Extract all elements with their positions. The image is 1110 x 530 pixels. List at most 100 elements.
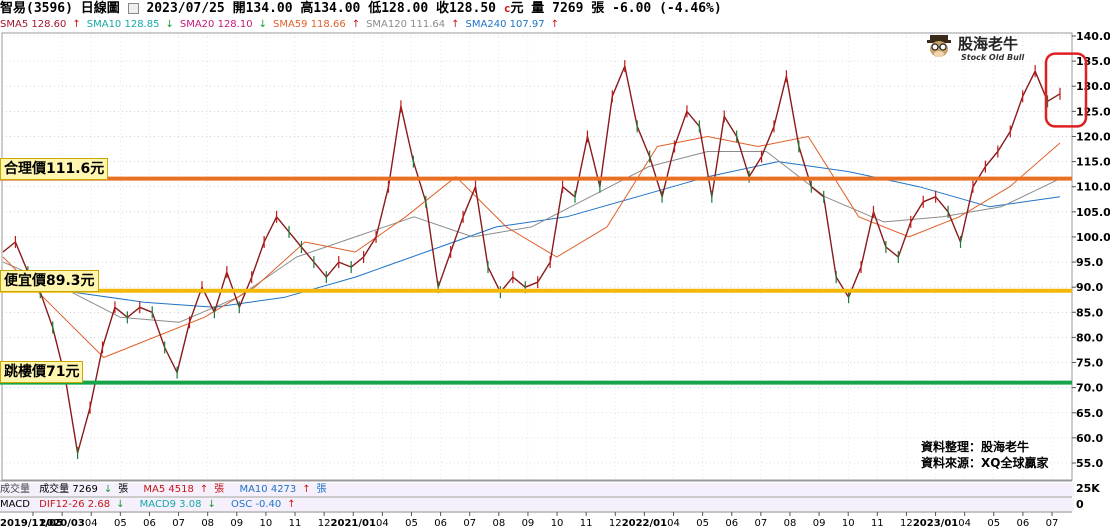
sma-legend-item: SMA5 128.60 ↑ — [0, 19, 81, 30]
credit-organizer: 資料整理：股海老牛 — [921, 440, 1030, 454]
volume-legend-unit: 張 — [118, 484, 129, 495]
currency-icon: c — [503, 2, 511, 15]
macd-dif-arrow-icon: ↓ — [116, 499, 125, 510]
volume-panel-label: 成交量 — [0, 484, 30, 495]
macd-legend: MACD DIF12-26 2.68 ↓ MACD9 3.08 ↓ OSC -0.4… — [0, 498, 1074, 511]
volume-ma5-arrow-icon: ↑ — [199, 484, 209, 495]
x-tick-label: 08 — [201, 518, 214, 529]
x-tick-label: 07 — [754, 518, 767, 529]
sma-legend: SMA5 128.60 ↑ SMA10 128.85 ↓ SMA20 128.10 ↓ SM… — [0, 18, 1074, 32]
x-tick-label: 11 — [289, 518, 302, 529]
y-tick-label: 110.0 — [1076, 181, 1110, 194]
sma-legend-value: SMA59 118.66 — [272, 19, 346, 30]
sma-legend-value: SMA5 128.60 — [0, 19, 67, 30]
sma-legend-item: SMA20 128.10 ↓ — [180, 19, 267, 30]
moving-average-line — [2, 136, 1061, 358]
y-tick-label: 105.0 — [1076, 206, 1110, 219]
y-tick-label: 80.0 — [1076, 331, 1103, 344]
macd-signal: MACD9 3.08 ↓ — [140, 499, 222, 510]
x-tick-label: 07 — [463, 518, 476, 529]
x-tick-label: 05 — [696, 518, 709, 529]
sma-legend-item: SMA120 111.64 ↑ — [366, 19, 459, 30]
y-tick-label: 60.0 — [1076, 432, 1103, 445]
y-tick-label: 85.0 — [1076, 306, 1103, 319]
quote-date: 2023/07/25 — [146, 1, 225, 16]
x-tick-label: 04 — [376, 518, 389, 529]
macd-signal-value: MACD9 3.08 — [139, 499, 202, 510]
sma-legend-item: SMA240 107.97 ↑ — [466, 19, 559, 30]
x-tick-label: 12 — [900, 518, 913, 529]
x-tick-label: 12 — [318, 518, 331, 529]
x-tick-label: 07 — [172, 518, 185, 529]
bull-icon — [927, 35, 951, 57]
arrow-down-icon: ↓ — [258, 19, 267, 30]
x-tick-label: 10 — [551, 518, 564, 529]
x-tick-label: 2022/01 — [622, 518, 667, 529]
sma-legend-value: SMA20 128.10 — [179, 19, 253, 30]
change-value: -6.00 (-4.46%) — [612, 1, 722, 16]
open-label: 開 — [232, 1, 246, 16]
x-tick-label: 2023/01 — [913, 518, 958, 529]
volume-ma10-arrow-icon: ↑ — [302, 484, 311, 495]
x-tick-label: 12 — [609, 518, 622, 529]
macd-osc-value: OSC -0.40 — [231, 499, 282, 510]
arrow-up-icon: ↑ — [550, 19, 560, 30]
volume-ma5: MA5 4518 ↑ 張 — [143, 484, 230, 495]
volume-unit: 張 — [591, 1, 605, 16]
y-tick-label: 140.0 — [1076, 30, 1110, 43]
x-tick-label: 09 — [522, 518, 535, 529]
arrow-up-icon: ↑ — [351, 19, 361, 30]
x-tick-label: 10 — [260, 518, 273, 529]
x-tick-label: 04 — [85, 518, 98, 529]
volume-ma5-unit: 張 — [214, 484, 225, 495]
volume-label: 量 — [531, 1, 545, 16]
volume-legend-value: 成交量 7269 — [39, 484, 98, 495]
macd-signal-arrow-icon: ↓ — [207, 499, 216, 510]
price-line — [2, 65, 1061, 454]
low-label: 低 — [368, 1, 382, 16]
x-tick-label: 09 — [230, 518, 243, 529]
y-tick-label: 130.0 — [1076, 80, 1110, 93]
credit-source: 資料來源：XQ全球贏家 — [921, 456, 1049, 470]
x-tick-label: 2019/11/05 — [0, 518, 63, 529]
arrow-up-icon: ↑ — [451, 19, 460, 30]
period: 日線圖 — [80, 1, 120, 16]
high-label: 高 — [300, 1, 314, 16]
macd-axis-label: 0 — [1076, 498, 1084, 511]
y-tick-label: 115.0 — [1076, 156, 1110, 169]
y-tick-label: 65.0 — [1076, 407, 1103, 420]
currency-unit: 元 — [510, 1, 524, 16]
volume-legend: 成交量 成交量 7269 ↓ 張 MA5 4518 ↑ 張 MA10 4273 ↑ 張 — [0, 483, 1074, 496]
x-tick-label: 06 — [725, 518, 738, 529]
x-tick-label: 05 — [405, 518, 418, 529]
logo: 股海老牛 Stock Old Bull — [925, 30, 1035, 66]
x-tick-label: 08 — [784, 518, 797, 529]
low-value: 128.00 — [381, 1, 429, 16]
y-tick-label: 95.0 — [1076, 256, 1103, 269]
x-tick-label: 08 — [492, 518, 505, 529]
symbol: 智易(3596) — [0, 1, 73, 16]
y-tick-label: 125.0 — [1076, 105, 1110, 118]
x-tick-label: 05 — [987, 518, 1000, 529]
y-tick-label: 100.0 — [1076, 231, 1110, 244]
x-tick-label: 06 — [434, 518, 447, 529]
x-tick-label: 05 — [114, 518, 127, 529]
level-label-fair: 合理價111.6元 — [0, 158, 109, 180]
moving-average-line — [2, 151, 1061, 323]
y-tick-label: 75.0 — [1076, 357, 1103, 370]
x-tick-label: 06 — [143, 518, 156, 529]
volume-ma10-unit: 張 — [316, 484, 327, 495]
x-tick-label: 2021/01 — [331, 518, 376, 529]
macd-dif-value: DIF12-26 2.68 — [39, 499, 111, 510]
x-tick-label: 11 — [580, 518, 593, 529]
volume-ma10: MA10 4273 ↑ 張 — [239, 484, 332, 495]
logo-subtitle: Stock Old Bull — [961, 53, 1025, 62]
volume-ma5-value: MA5 4518 — [143, 484, 194, 495]
macd-dif: DIF12-26 2.68 ↓ — [39, 499, 130, 510]
plot-frame — [1, 32, 1073, 481]
sma-legend-item: SMA10 128.85 ↓ — [87, 19, 174, 30]
y-tick-label: 135.0 — [1076, 55, 1110, 68]
sma-legend-item: SMA59 118.66 ↑ — [273, 19, 360, 30]
x-tick-label: 11 — [871, 518, 884, 529]
